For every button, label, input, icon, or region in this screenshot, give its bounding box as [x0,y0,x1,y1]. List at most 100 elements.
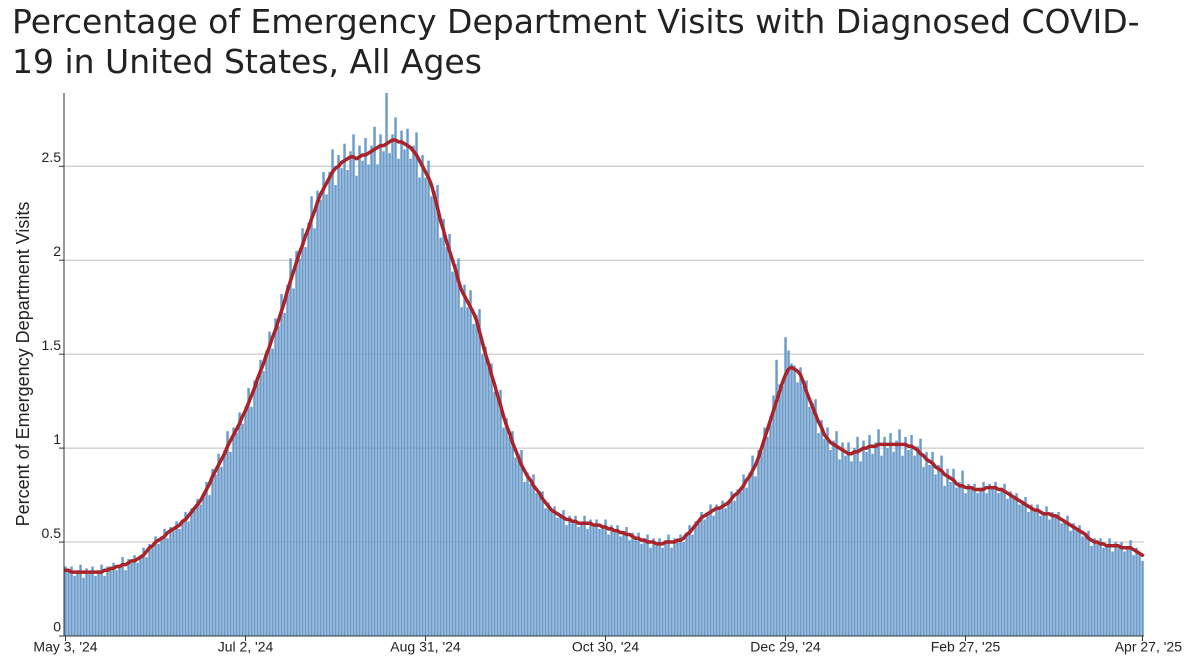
bar [961,470,964,636]
bar [133,555,136,636]
bar [847,442,850,636]
bar [85,568,88,636]
bar [634,540,637,636]
bar [481,354,484,636]
bar [103,575,106,636]
bar [280,294,283,636]
bar [730,491,733,636]
bar [1060,523,1063,636]
y-tick-label: 2 [53,243,61,259]
bar [1093,538,1096,636]
bar [568,515,571,636]
bar [625,527,628,636]
bar [1051,511,1054,636]
bar [646,534,649,636]
bar [1075,530,1078,636]
bar [1030,504,1033,636]
bar [928,465,931,636]
bar [886,448,889,636]
bar [892,451,895,636]
bar [205,481,208,636]
bar [796,382,799,636]
bar [628,540,631,636]
bar [1087,530,1090,636]
bar [241,423,244,636]
bar [535,493,538,636]
bar [1033,511,1036,636]
bar [718,510,721,636]
bar [376,164,379,636]
bar [268,331,271,636]
bar [640,543,643,636]
bar [346,170,349,636]
bar [496,391,499,636]
bar [988,483,991,636]
bar [109,570,112,636]
bar [412,145,415,636]
bar [817,433,820,636]
bar [439,237,442,636]
bar [976,493,979,636]
bar [1108,538,1111,636]
bar [424,177,427,636]
bar [697,523,700,636]
bar [64,566,67,636]
bar [805,380,808,636]
bar [220,466,223,636]
bar [907,449,910,636]
bar [454,263,457,636]
bar [1042,511,1045,636]
bar [298,258,301,636]
bar [76,570,79,636]
bar [682,542,685,636]
bar [556,517,559,636]
bar [514,457,517,636]
bar [883,436,886,636]
bar [673,538,676,636]
bar [658,538,661,636]
bar [415,132,418,637]
bar [223,449,226,636]
bar [763,427,766,636]
bar [577,527,580,636]
bar [487,367,490,636]
bar [781,386,784,636]
bar [829,449,832,636]
x-tick-label: Oct 30, '24 [572,639,639,655]
bar [601,525,604,636]
bar [997,493,1000,636]
bar [1045,506,1048,636]
bar [235,433,238,636]
bar [115,570,118,636]
bar [898,429,901,636]
bar [457,258,460,636]
bar [814,399,817,636]
bar [610,525,613,636]
bar [172,530,175,636]
bar [217,453,220,636]
bar [430,196,433,636]
bar [679,534,682,636]
bar [406,128,409,636]
bar [715,504,718,636]
bar [802,386,805,636]
bar [655,545,658,636]
bar [469,290,472,636]
bar [721,500,724,636]
bar [247,387,250,636]
bar [370,145,373,636]
bar [871,453,874,636]
bar [196,498,199,636]
bar [400,130,403,636]
bar [436,185,439,637]
bar [700,511,703,636]
bar [856,436,859,636]
bar [616,525,619,636]
bar [643,538,646,636]
bar [151,547,154,636]
bar [88,573,91,636]
bar [592,527,595,636]
bar [1123,551,1126,636]
bar [862,440,865,636]
bar [82,577,85,636]
